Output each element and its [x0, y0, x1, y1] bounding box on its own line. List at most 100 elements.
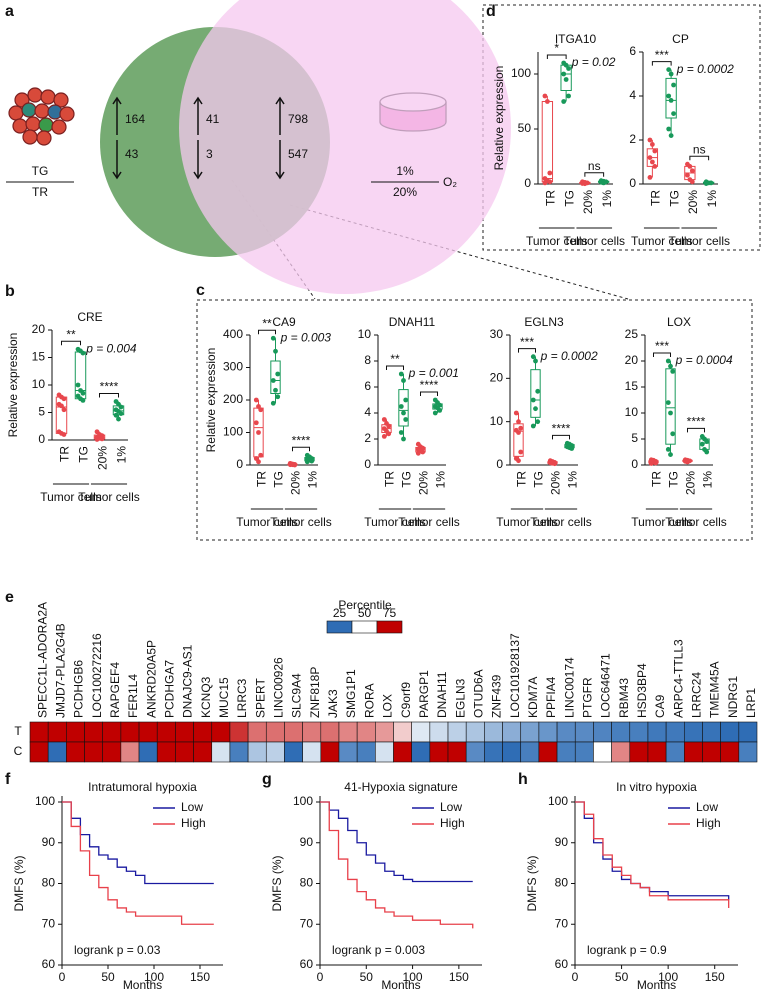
point [116, 416, 121, 422]
bracket [386, 365, 404, 370]
x-tick-label: TR [544, 190, 558, 206]
heatmap-cell [356, 721, 376, 743]
chart-title: EGLN3 [524, 315, 564, 329]
x-tick-label: 1% [701, 471, 715, 489]
heatmap-cell [302, 721, 322, 743]
y-tick-label: 90 [555, 835, 569, 849]
point [670, 431, 676, 437]
point [652, 164, 658, 169]
point [381, 417, 387, 422]
point [665, 447, 671, 452]
heatmap-cell [375, 741, 394, 763]
x-tick-label: 150 [190, 970, 210, 984]
heatmap-cell [611, 741, 631, 763]
arrow-head [112, 96, 122, 105]
heatmap-cell [738, 721, 758, 743]
column-label: LOX [381, 694, 395, 718]
x-tick-label: 0 [59, 970, 66, 984]
point [516, 430, 521, 435]
point [59, 403, 64, 409]
heatmap-cell [538, 721, 558, 743]
y-tick-label: 2 [364, 431, 371, 445]
heatmap-cell [211, 741, 231, 763]
y-tick-label: 0 [38, 432, 45, 446]
point [708, 180, 714, 186]
point [61, 407, 67, 413]
heatmap-cell [702, 721, 721, 743]
significance: **** [687, 415, 706, 429]
y-tick-label: 10 [490, 414, 504, 428]
p-value: p = 0.0002 [540, 349, 598, 363]
significance: * [554, 41, 559, 55]
column-label: ANKRD20A5P [144, 640, 158, 718]
colorbar-tick-label: 25 [333, 606, 347, 620]
heatmap-cell [47, 721, 67, 743]
point [518, 449, 524, 455]
column-label: C9orf9 [399, 682, 413, 718]
region-count: 43 [125, 147, 139, 161]
y-tick-label: 5 [631, 431, 638, 445]
legend-label: High [696, 816, 721, 830]
x-axis-label: Months [381, 978, 420, 992]
point [94, 437, 100, 442]
colorbar-block [326, 620, 353, 634]
y-tick-label: 0 [364, 457, 371, 471]
point [671, 111, 676, 116]
panel-label: b [5, 283, 15, 300]
y-tick-label: 80 [555, 876, 569, 890]
point [420, 449, 426, 455]
x-tick-label: TR [383, 471, 397, 487]
heatmap-cell [247, 721, 267, 743]
heatmap-cell [211, 721, 231, 743]
panel-label: d [486, 3, 496, 20]
point [704, 449, 710, 455]
point [652, 148, 658, 154]
group-label: Tumor cells [270, 515, 332, 529]
column-label: SPECC1L-ADORA2A [35, 602, 49, 718]
y-tick-label: 100 [223, 425, 243, 439]
group-label: Tumor cells [668, 234, 730, 248]
point [437, 408, 443, 413]
y-tick-label: 60 [300, 957, 314, 971]
x-tick-label: 1% [566, 471, 580, 489]
x-tick-label: TR [649, 190, 663, 206]
point [665, 400, 671, 405]
point [398, 430, 404, 435]
point [668, 452, 673, 457]
point [666, 126, 672, 132]
arrow-head [193, 96, 203, 105]
arrow-head [275, 96, 285, 105]
heatmap-cell [411, 741, 431, 763]
y-axis-label: DMFS (%) [525, 856, 539, 912]
point [668, 363, 673, 369]
panel-label: c [196, 282, 205, 299]
y-tick-label: 10 [32, 377, 46, 391]
heatmap-cell [47, 741, 67, 763]
x-tick-label: TG [667, 471, 681, 488]
panel-label: f [5, 771, 11, 788]
x-tick-label: TG [272, 471, 286, 488]
point [561, 99, 567, 104]
column-label: LOC100272216 [90, 633, 104, 718]
set-label: TR [32, 185, 48, 199]
y-tick-label: 10 [625, 405, 639, 419]
column-label: ZNF439 [490, 674, 504, 718]
point [398, 404, 404, 409]
point [61, 432, 67, 437]
column-label: TMEM45A [708, 661, 722, 718]
heatmap-cell [738, 741, 758, 763]
column-label: PARGP1 [417, 670, 431, 718]
column-label: JAK3 [326, 689, 340, 718]
column-label: KDM7A [526, 677, 540, 718]
point [689, 168, 695, 174]
column-label: FER1L4 [126, 674, 140, 718]
point [535, 388, 541, 394]
y-tick-label: 0 [629, 176, 636, 190]
point [542, 180, 548, 186]
x-tick-label: 150 [449, 970, 469, 984]
heatmap-cell [102, 741, 122, 763]
column-label: RORA [362, 683, 376, 718]
point [665, 358, 671, 364]
heatmap-cell [665, 741, 685, 763]
heatmap-cell [120, 741, 140, 763]
